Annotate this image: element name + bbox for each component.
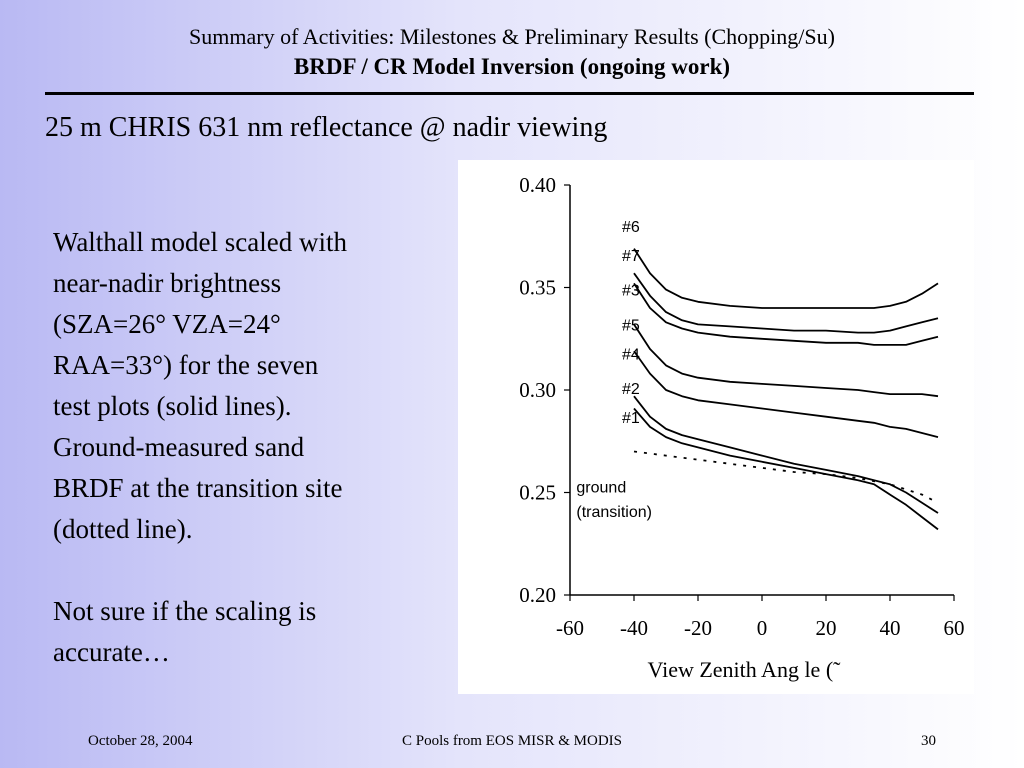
body-line: test plots (solid lines).	[53, 391, 292, 421]
body-line: RAA=33°) for the seven	[53, 350, 319, 380]
series-line-4	[633, 350, 939, 438]
x-tick-label: 40	[880, 616, 901, 640]
footer-date: October 28, 2004	[88, 733, 193, 749]
series-annotation: #4	[622, 346, 640, 363]
footer-center: C Pools from EOS MISR & MODIS	[401, 733, 623, 749]
series-line-ground-transition	[633, 450, 939, 504]
series-annotation: #7	[622, 248, 640, 265]
body-line: Walthall model scaled with	[53, 227, 347, 257]
body-line: (dotted line).	[53, 514, 193, 544]
series-line-3	[633, 282, 939, 346]
header-line-1: Summary of Activities: Milestones & Prel…	[189, 24, 835, 49]
slide-header: Summary of Activities: Milestones & Prel…	[0, 22, 1024, 82]
body-line: BRDF at the transition site	[53, 473, 343, 503]
chart-panel: 0.20 0.25 0.30 0.35 0.40 -60 -40 -20 0 20 40 60 View…	[458, 160, 974, 694]
y-tick-label: 0.25	[519, 481, 556, 505]
body-line: near-nadir brightness	[53, 268, 282, 298]
x-axis-label: View Zenith Ang le (˜	[648, 657, 842, 682]
series-annotation: #1	[622, 410, 640, 427]
body-text: Walthall model scaled with near-nadir br…	[53, 222, 443, 673]
reflectance-chart: 0.20 0.25 0.30 0.35 0.40 -60 -40 -20 0 20 40 60 View…	[519, 173, 965, 682]
series-annotation: #5	[622, 318, 640, 335]
series-line-6	[633, 248, 939, 309]
body-line: Not sure if the scaling is	[53, 596, 317, 626]
footer-page-number: 30	[921, 733, 936, 749]
series-annotation: (transition)	[576, 504, 652, 521]
x-tick-label: -20	[684, 616, 712, 640]
header-rule	[45, 92, 974, 95]
x-tick-label: -40	[620, 616, 648, 640]
series-line-5	[633, 323, 939, 398]
series-line-1	[633, 407, 939, 531]
y-tick-label: 0.35	[519, 276, 556, 300]
y-tick-label: 0.40	[519, 173, 556, 197]
x-tick-label: 0	[757, 616, 768, 640]
header-line-2: BRDF / CR Model Inversion (ongoing work)	[293, 54, 731, 79]
series-annotation: #6	[622, 219, 640, 236]
series-line-7	[633, 272, 939, 334]
x-tick-label: 60	[944, 616, 965, 640]
x-tick-label: -60	[556, 616, 584, 640]
slide-subtitle: 25 m CHRIS 631 nm reflectance @ nadir vi…	[45, 112, 608, 143]
y-tick-label: 0.30	[519, 378, 556, 402]
series-line-2	[633, 395, 939, 514]
body-line: accurate…	[53, 637, 170, 667]
y-tick-label: 0.20	[519, 583, 556, 607]
series-annotation: #3	[622, 283, 640, 300]
x-tick-label: 20	[816, 616, 837, 640]
body-line: Ground-measured sand	[53, 432, 305, 462]
body-line: (SZA=26° VZA=24°	[53, 309, 281, 339]
series-annotation: #2	[622, 381, 640, 398]
series-annotation: ground	[576, 480, 626, 497]
